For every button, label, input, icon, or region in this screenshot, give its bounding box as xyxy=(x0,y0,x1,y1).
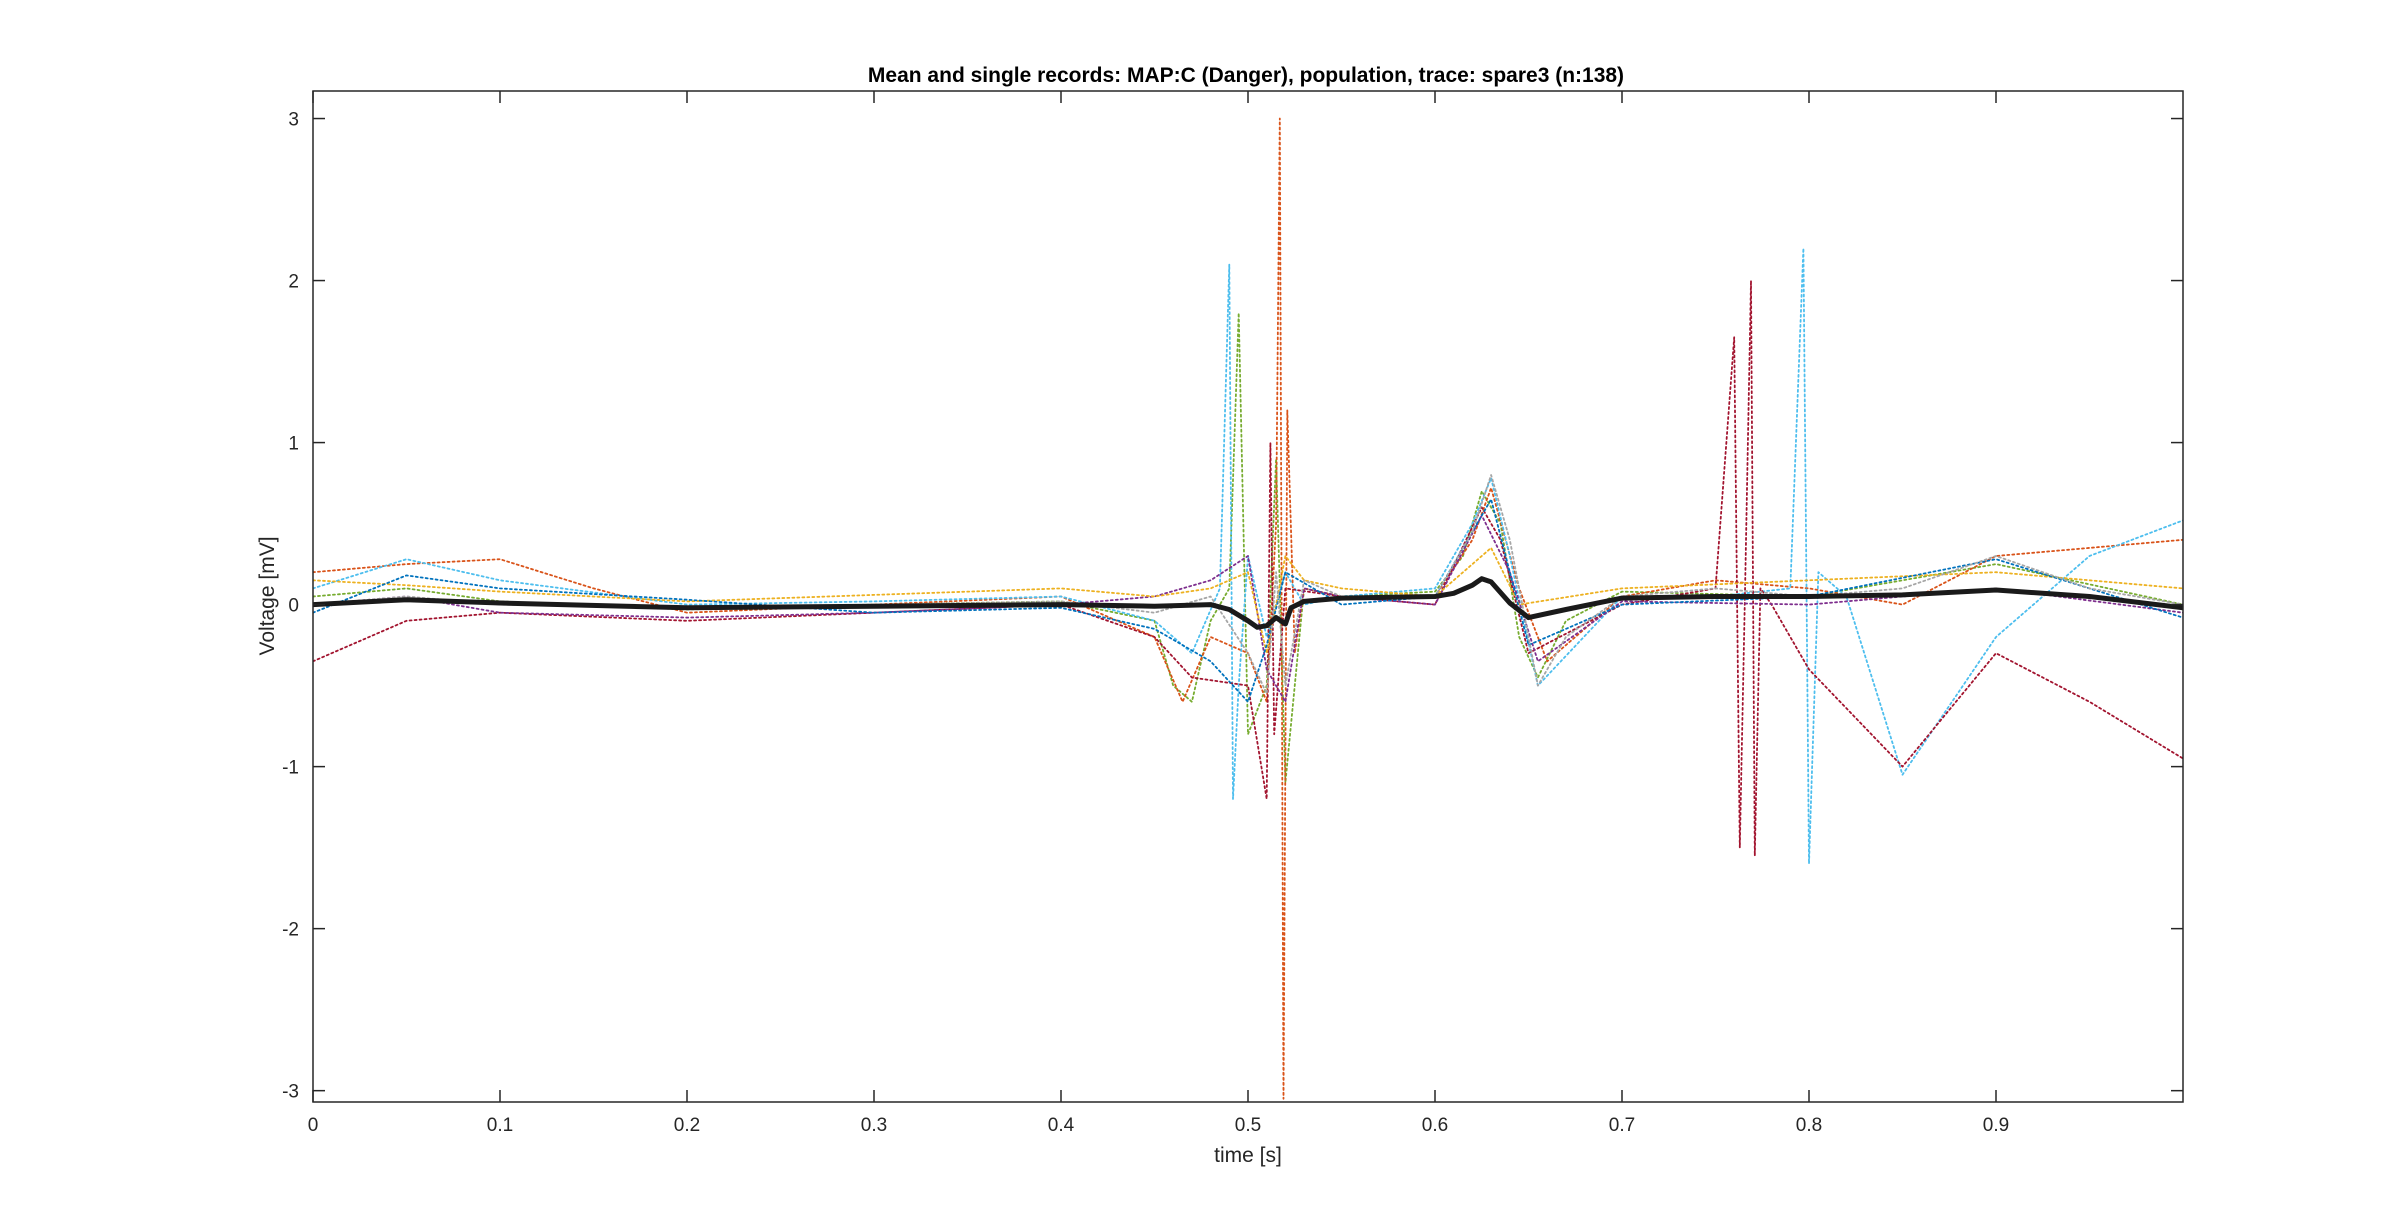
y-axis-ticks: 3 2 1 0 -1 -2 -3 xyxy=(282,110,2183,1103)
single-record-trace-line xyxy=(313,514,2183,703)
x-tick-label: 0.7 xyxy=(1609,1115,1635,1136)
y-tick-label: 1 xyxy=(288,434,299,455)
x-tick-label: 0.5 xyxy=(1235,1115,1261,1136)
y-tick-label: 2 xyxy=(288,272,299,293)
x-tick-label: 0.6 xyxy=(1422,1115,1448,1136)
x-axis-label: time [s] xyxy=(1214,1144,1282,1167)
single-record-trace-line xyxy=(313,279,2183,857)
x-tick-label: 0.9 xyxy=(1983,1115,2009,1136)
series-layer xyxy=(313,117,2183,1100)
x-tick-label: 0.4 xyxy=(1048,1115,1075,1136)
mean-trace-line xyxy=(313,576,2183,630)
y-tick-label: 0 xyxy=(288,596,299,617)
x-tick-label: 0.3 xyxy=(861,1115,887,1136)
single-record-trace-line xyxy=(313,498,2183,703)
x-tick-label: 0.2 xyxy=(674,1115,700,1136)
y-tick-label: -3 xyxy=(282,1082,299,1103)
x-tick-label: 0.8 xyxy=(1796,1115,1822,1136)
y-axis-label: Voltage [mV] xyxy=(256,536,279,655)
single-record-trace-line xyxy=(313,547,2183,655)
x-axis-ticks: 0 0.1 0.2 0.3 0.4 0.5 0.6 0.7 0.8 0.9 xyxy=(308,91,2009,1136)
chart-title: Mean and single records: MAP:C (Danger),… xyxy=(868,64,1624,87)
x-tick-label: 0 xyxy=(308,1115,319,1136)
y-tick-label: -2 xyxy=(282,920,299,941)
y-tick-label: -1 xyxy=(282,758,299,779)
y-tick-label: 3 xyxy=(288,110,299,131)
x-tick-label: 0.1 xyxy=(487,1115,513,1136)
